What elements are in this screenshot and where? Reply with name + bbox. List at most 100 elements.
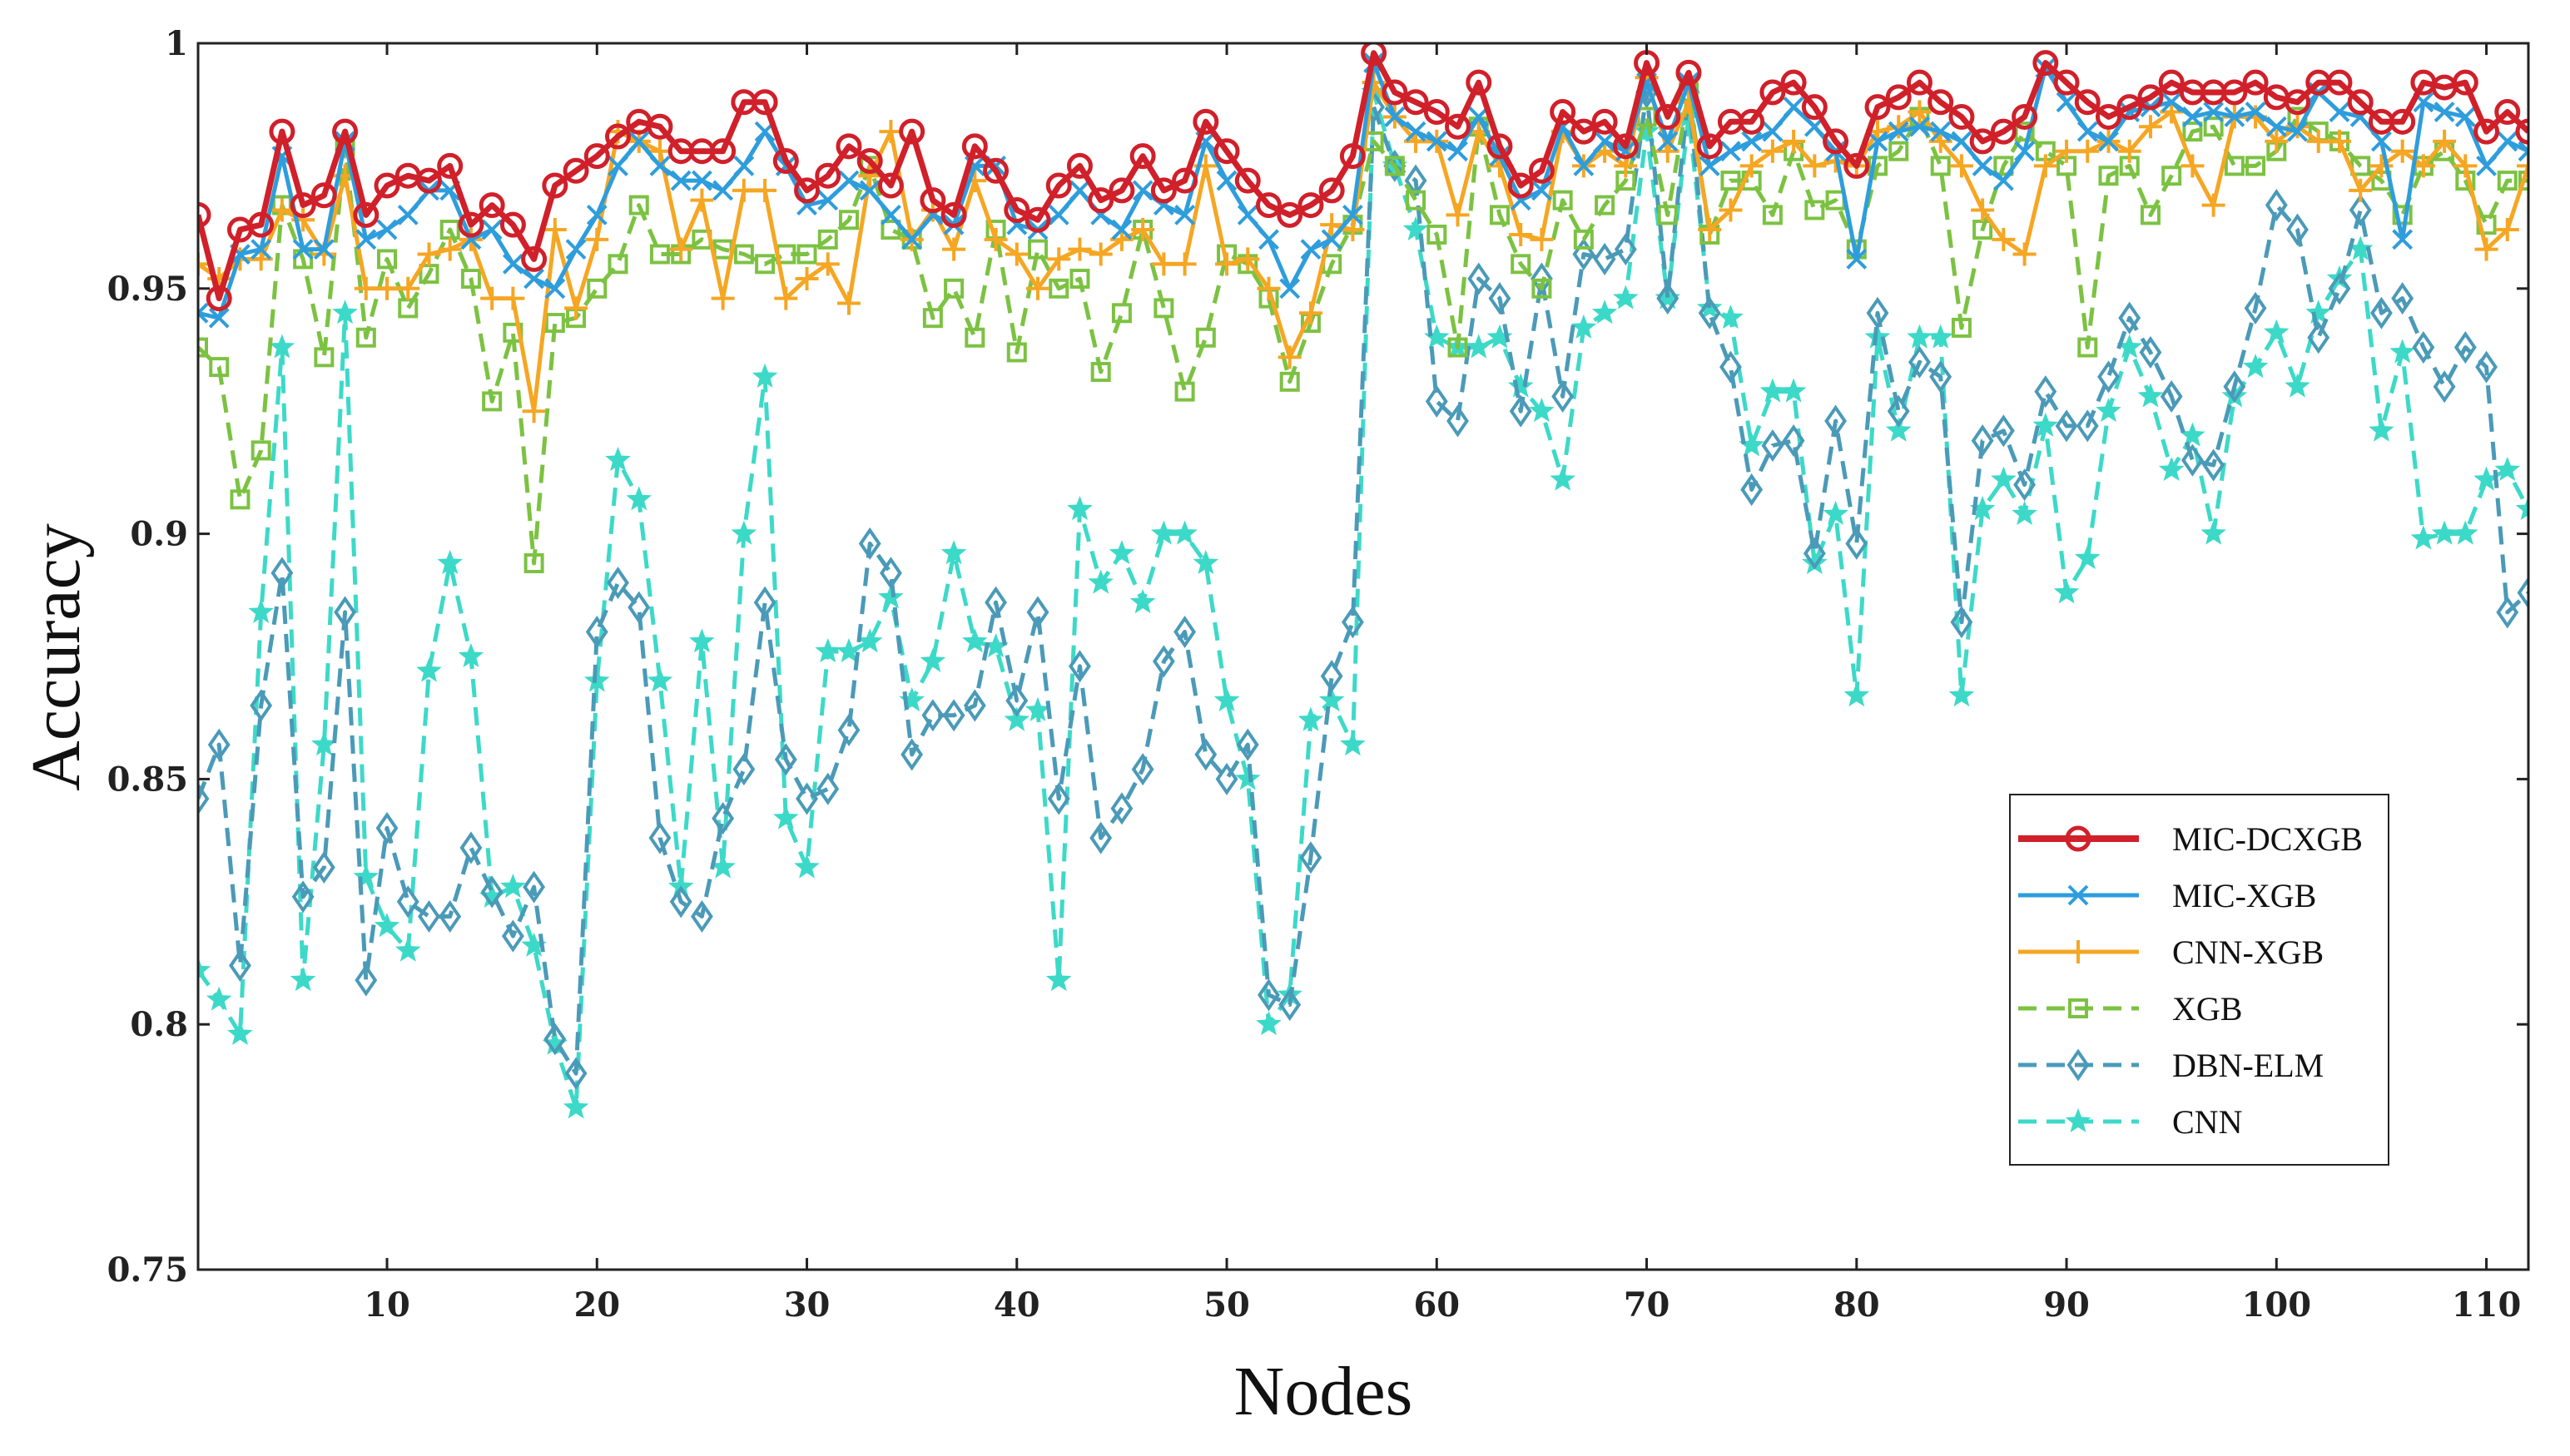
data-point-cnn <box>752 363 778 389</box>
data-point-cnn-xgb <box>1173 252 1197 276</box>
data-point-cnn <box>1213 687 1240 712</box>
data-point-xgb <box>1573 229 1594 250</box>
data-point-mic-xgb <box>2161 92 2182 113</box>
data-point-cnn <box>1991 466 2017 491</box>
data-point-mic-xgb <box>2203 102 2225 122</box>
plot-frame <box>196 42 2530 1271</box>
data-point-xgb <box>1426 224 1447 245</box>
data-point-dbn-elm <box>1236 728 1259 761</box>
data-point-dbn-elm <box>985 586 1007 619</box>
data-point-mic-dcxgb <box>1486 133 1513 160</box>
data-point-cnn <box>836 638 862 663</box>
data-point-xgb <box>1154 298 1174 319</box>
data-point-mic-dcxgb <box>1759 79 1786 106</box>
data-point-xgb <box>1804 200 1825 220</box>
data-point-mic-dcxgb <box>1193 108 1219 135</box>
data-point-mic-dcxgb <box>415 167 442 194</box>
data-point-cnn-xgb <box>647 139 672 163</box>
data-point-xgb <box>1049 278 1069 299</box>
data-point-cnn <box>198 957 211 982</box>
data-point-cnn-xgb <box>2285 115 2310 139</box>
data-point-mic-xgb <box>1992 170 2014 191</box>
data-point-mic-xgb <box>2476 155 2497 176</box>
data-point-xgb <box>817 229 838 250</box>
data-point-cnn-xgb <box>2201 193 2225 217</box>
data-point-mic-xgb <box>712 180 734 201</box>
series-cnn <box>198 78 2528 1119</box>
data-point-cnn <box>2494 456 2521 481</box>
data-point-xgb <box>628 195 649 215</box>
data-point-cnn <box>2369 417 2394 442</box>
data-point-cnn <box>1340 730 1366 756</box>
data-point-mic-dcxgb <box>563 157 589 184</box>
data-point-cnn <box>1864 324 1891 349</box>
data-point-dbn-elm <box>1971 424 1994 458</box>
data-point-mic-xgb <box>1741 131 1763 152</box>
data-point-cnn <box>856 628 883 653</box>
data-point-cnn-xgb <box>774 286 798 310</box>
data-point-dbn-elm <box>2475 350 2498 384</box>
data-point-xgb <box>1069 269 1090 290</box>
data-point-xgb <box>755 254 776 275</box>
data-point-dbn-elm <box>1551 379 1575 414</box>
data-point-dbn-elm <box>1404 164 1427 197</box>
data-point-cnn-xgb <box>1131 218 1155 242</box>
data-point-xgb <box>2497 171 2518 191</box>
data-point-cnn <box>878 584 904 609</box>
legend-marker-xgb <box>2068 998 2088 1018</box>
legend-marker-cnn-xgb <box>2066 940 2090 963</box>
data-point-cnn <box>1948 682 1975 707</box>
data-point-mic-dcxgb <box>1109 177 1135 204</box>
data-point-dbn-elm <box>1950 606 1973 639</box>
data-point-mic-dcxgb <box>542 172 568 199</box>
data-point-mic-dcxgb <box>1466 69 1492 96</box>
data-point-dbn-elm <box>774 743 797 776</box>
data-point-mic-dcxgb <box>920 187 946 214</box>
data-point-mic-xgb <box>1258 229 1279 250</box>
data-point-cnn <box>2053 579 2080 604</box>
data-point-xgb <box>1384 156 1405 176</box>
data-point-mic-dcxgb <box>521 245 548 272</box>
data-point-mic-xgb <box>2287 121 2308 142</box>
data-point-cnn <box>773 805 799 830</box>
data-point-mic-xgb <box>586 204 608 225</box>
data-point-xgb <box>2203 116 2224 137</box>
data-point-mic-dcxgb <box>374 172 400 199</box>
data-point-mic-xgb <box>1342 204 1363 225</box>
data-point-cnn <box>2305 300 2332 324</box>
data-point-mic-dcxgb <box>647 113 673 140</box>
data-point-cnn-xgb <box>1509 222 1533 246</box>
data-point-mic-dcxgb <box>583 143 610 170</box>
data-point-dbn-elm <box>1992 414 2015 448</box>
data-point-mic-xgb <box>1174 204 1196 225</box>
data-point-xgb <box>2182 121 2203 142</box>
data-point-cnn <box>1928 324 1953 349</box>
legend-label-cnn-xgb: CNN-XGB <box>2172 934 2324 971</box>
y-tick-label: 1 <box>165 24 188 63</box>
data-point-cnn-xgb <box>2517 154 2528 178</box>
data-point-mic-dcxgb <box>1277 201 1303 228</box>
data-point-mic-dcxgb <box>1507 172 1534 199</box>
data-point-dbn-elm <box>1341 606 1364 639</box>
data-point-cnn <box>1402 215 1429 241</box>
data-point-xgb <box>1006 342 1027 363</box>
data-point-mic-dcxgb <box>269 118 295 145</box>
data-point-mic-xgb <box>1300 239 1322 260</box>
x-axis-title: Nodes <box>1234 1353 1413 1430</box>
data-point-dbn-elm <box>1929 360 1952 394</box>
data-point-cnn-xgb <box>396 276 420 300</box>
x-tick-label: 110 <box>2452 1285 2522 1325</box>
data-point-cnn-xgb <box>1215 252 1239 276</box>
data-point-mic-xgb <box>608 155 628 176</box>
data-point-dbn-elm <box>921 699 945 732</box>
data-point-cnn-xgb <box>1298 301 1322 325</box>
data-point-dbn-elm <box>2118 301 2141 334</box>
data-point-mic-dcxgb <box>1948 103 1975 130</box>
data-point-cnn <box>1109 540 1135 565</box>
data-point-cnn <box>1529 398 1555 423</box>
data-point-dbn-elm <box>1803 537 1826 570</box>
data-point-mic-dcxgb <box>772 148 799 175</box>
data-point-dbn-elm <box>2160 379 2183 414</box>
data-point-dbn-elm <box>523 870 546 904</box>
data-point-cnn <box>815 638 841 663</box>
